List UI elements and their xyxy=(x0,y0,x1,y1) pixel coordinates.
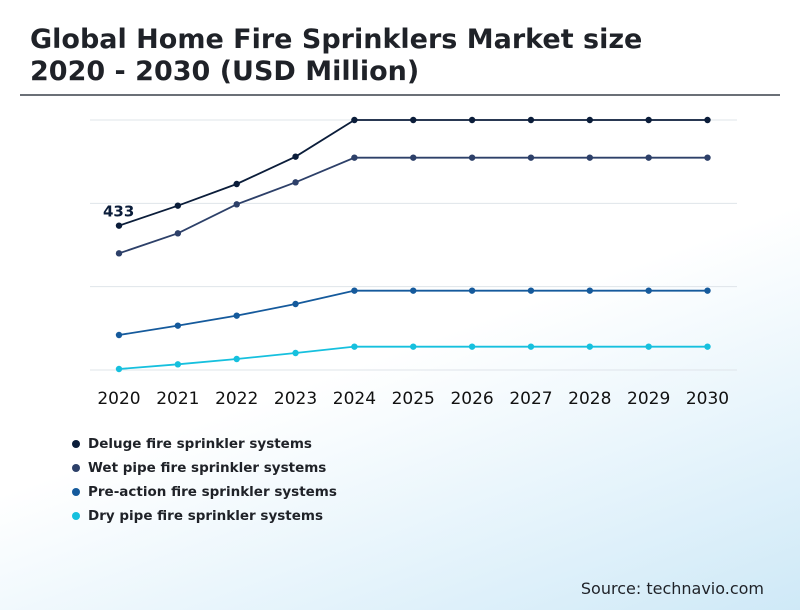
data-point xyxy=(586,154,593,161)
data-point xyxy=(410,116,417,124)
data-point xyxy=(115,222,123,229)
data-point xyxy=(174,202,182,209)
legend-label: Dry pipe fire sprinkler systems xyxy=(88,508,323,524)
series-line xyxy=(118,119,708,227)
data-point xyxy=(586,343,593,350)
x-tick-label: 2029 xyxy=(627,389,670,409)
legend: Deluge fire sprinkler systems Wet pipe f… xyxy=(72,432,337,528)
data-point xyxy=(292,349,299,357)
data-point xyxy=(468,154,476,161)
x-tick-label: 2026 xyxy=(450,389,493,409)
data-point xyxy=(468,343,476,350)
legend-item: Deluge fire sprinkler systems xyxy=(72,432,337,456)
data-point xyxy=(233,312,240,319)
data-point xyxy=(704,154,711,161)
data-point xyxy=(645,154,652,161)
x-tick-label: 2023 xyxy=(274,389,317,409)
data-point xyxy=(704,343,711,350)
data-point xyxy=(645,116,652,124)
legend-label: Deluge fire sprinkler systems xyxy=(88,436,312,452)
legend-swatch xyxy=(72,464,80,472)
data-label: 433 xyxy=(103,203,134,221)
x-tick-label: 2028 xyxy=(568,389,611,409)
title-line-2: 2020 - 2030 (USD Million) xyxy=(30,56,420,87)
data-point xyxy=(233,355,240,363)
legend-item: Dry pipe fire sprinkler systems xyxy=(72,504,337,528)
x-tick-label: 2030 xyxy=(686,389,729,409)
series-line xyxy=(118,156,708,255)
legend-item: Pre-action fire sprinkler systems xyxy=(72,480,337,504)
data-point xyxy=(233,180,240,188)
line-chart: 2020 2021 2022 2023 2024 2025 2026 2027 2028 2029… xyxy=(90,116,737,409)
legend-swatch xyxy=(72,488,80,496)
data-point xyxy=(410,154,417,161)
data-point xyxy=(174,230,182,237)
data-point xyxy=(704,287,711,294)
data-point xyxy=(704,116,711,124)
source-credit: Source: technavio.com xyxy=(580,579,764,598)
legend-item: Wet pipe fire sprinkler systems xyxy=(72,456,337,480)
x-tick-label: 2024 xyxy=(333,389,376,409)
series-line xyxy=(118,345,708,370)
data-point xyxy=(527,287,535,294)
data-point xyxy=(527,116,535,124)
data-point xyxy=(174,322,182,329)
data-point xyxy=(292,153,299,160)
x-tick-label: 2025 xyxy=(392,389,435,409)
data-point xyxy=(115,250,123,257)
data-point xyxy=(586,287,593,294)
data-point xyxy=(527,343,535,350)
legend-swatch xyxy=(72,440,80,448)
x-tick-label: 2027 xyxy=(509,389,552,409)
data-point xyxy=(645,287,652,294)
legend-label: Wet pipe fire sprinkler systems xyxy=(88,460,327,476)
data-point xyxy=(410,343,417,350)
data-point xyxy=(351,343,358,350)
data-point xyxy=(468,287,476,294)
title-line-1: Global Home Fire Sprinklers Market size xyxy=(30,24,643,55)
data-point xyxy=(292,300,299,308)
data-point xyxy=(527,154,535,161)
data-point xyxy=(292,179,299,186)
data-point xyxy=(410,287,417,294)
x-tick-label: 2021 xyxy=(156,389,199,409)
x-tick-label: 2022 xyxy=(215,389,258,409)
title-divider xyxy=(20,94,780,96)
data-point xyxy=(115,365,123,373)
legend-label: Pre-action fire sprinkler systems xyxy=(88,484,337,500)
series-line xyxy=(118,289,708,336)
data-point xyxy=(115,331,123,339)
legend-swatch xyxy=(72,512,80,520)
data-point xyxy=(645,343,652,350)
data-point xyxy=(351,116,358,124)
data-point xyxy=(351,154,358,161)
chart-title: Global Home Fire Sprinklers Market size … xyxy=(30,24,750,88)
data-point xyxy=(468,116,476,124)
data-point xyxy=(174,361,182,368)
data-point xyxy=(233,201,240,208)
data-point xyxy=(351,287,358,294)
x-tick-label: 2020 xyxy=(97,389,140,409)
data-point xyxy=(586,116,593,124)
